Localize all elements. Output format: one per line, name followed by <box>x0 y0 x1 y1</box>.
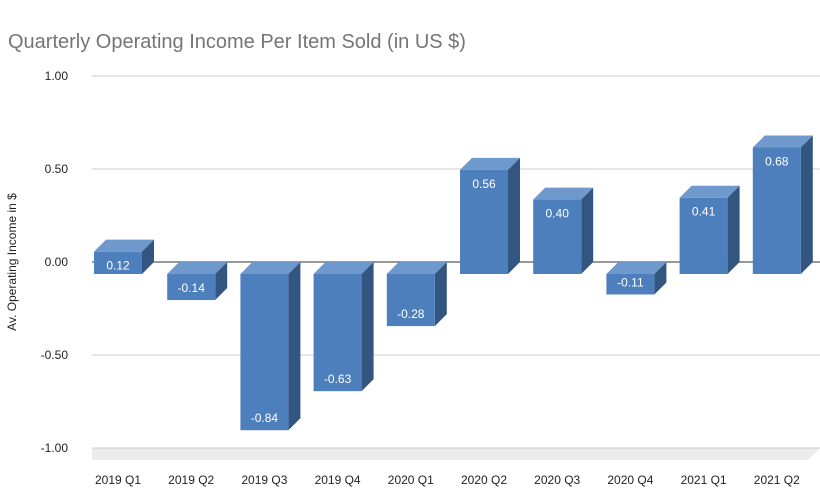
data-label: -0.11 <box>617 275 644 289</box>
bar <box>606 274 655 295</box>
bar-top <box>752 135 813 148</box>
data-label: 0.56 <box>472 177 496 191</box>
bar-top <box>313 262 374 274</box>
x-tick-label: 2020 Q1 <box>388 473 434 487</box>
bar-top <box>606 262 667 274</box>
bar-top <box>386 262 447 274</box>
x-tick-label: 2019 Q2 <box>168 473 214 487</box>
bar <box>386 274 435 327</box>
bar <box>94 251 142 274</box>
bar-top <box>167 262 228 274</box>
bar <box>167 274 216 301</box>
data-label: 0.40 <box>546 207 570 221</box>
data-label: -0.14 <box>178 281 206 295</box>
bar-top <box>460 157 520 170</box>
bar <box>679 197 728 274</box>
bar <box>313 274 362 392</box>
x-tick-label: 2020 Q2 <box>461 473 507 487</box>
x-tick-label: 2020 Q3 <box>534 473 580 487</box>
x-tick-label: 2019 Q1 <box>95 473 141 487</box>
chart-floor <box>92 448 820 460</box>
y-tick-label: 0.00 <box>45 255 69 269</box>
bar-side <box>727 185 740 274</box>
y-tick-label: 1.00 <box>45 69 69 83</box>
data-label: 0.68 <box>765 155 789 169</box>
x-tick-label: 2021 Q2 <box>754 473 800 487</box>
data-label: 0.12 <box>106 259 130 273</box>
bar-side <box>361 262 374 392</box>
bar <box>240 274 289 431</box>
y-tick-label: -0.50 <box>41 348 69 362</box>
data-label: -0.28 <box>397 307 425 321</box>
x-tick-label: 2019 Q3 <box>241 473 287 487</box>
data-label: -0.84 <box>251 411 279 425</box>
bar-side <box>434 262 447 327</box>
bar-side <box>508 157 520 274</box>
bar-side <box>654 262 667 295</box>
bar-top <box>94 239 154 252</box>
bar <box>460 169 508 274</box>
bar <box>752 147 801 274</box>
bar-top <box>240 262 301 274</box>
bar-top <box>679 185 740 198</box>
bar-side <box>581 187 594 274</box>
bar-side <box>800 135 813 274</box>
bar-side <box>215 262 228 301</box>
x-tick-label: 2021 Q1 <box>681 473 727 487</box>
bar-side <box>288 262 301 431</box>
bar-side <box>142 239 154 274</box>
chart-title: Quarterly Operating Income Per Item Sold… <box>8 31 466 53</box>
bar-top <box>533 187 594 200</box>
x-tick-label: 2019 Q4 <box>315 473 361 487</box>
data-label: 0.41 <box>692 205 716 219</box>
y-tick-label: 0.50 <box>45 162 69 176</box>
y-tick-label: -1.00 <box>41 441 69 455</box>
x-tick-label: 2020 Q4 <box>607 473 653 487</box>
data-label: -0.63 <box>324 372 352 386</box>
y-axis-label: Av. Operating Income in $ <box>5 193 19 331</box>
bar <box>533 199 582 274</box>
